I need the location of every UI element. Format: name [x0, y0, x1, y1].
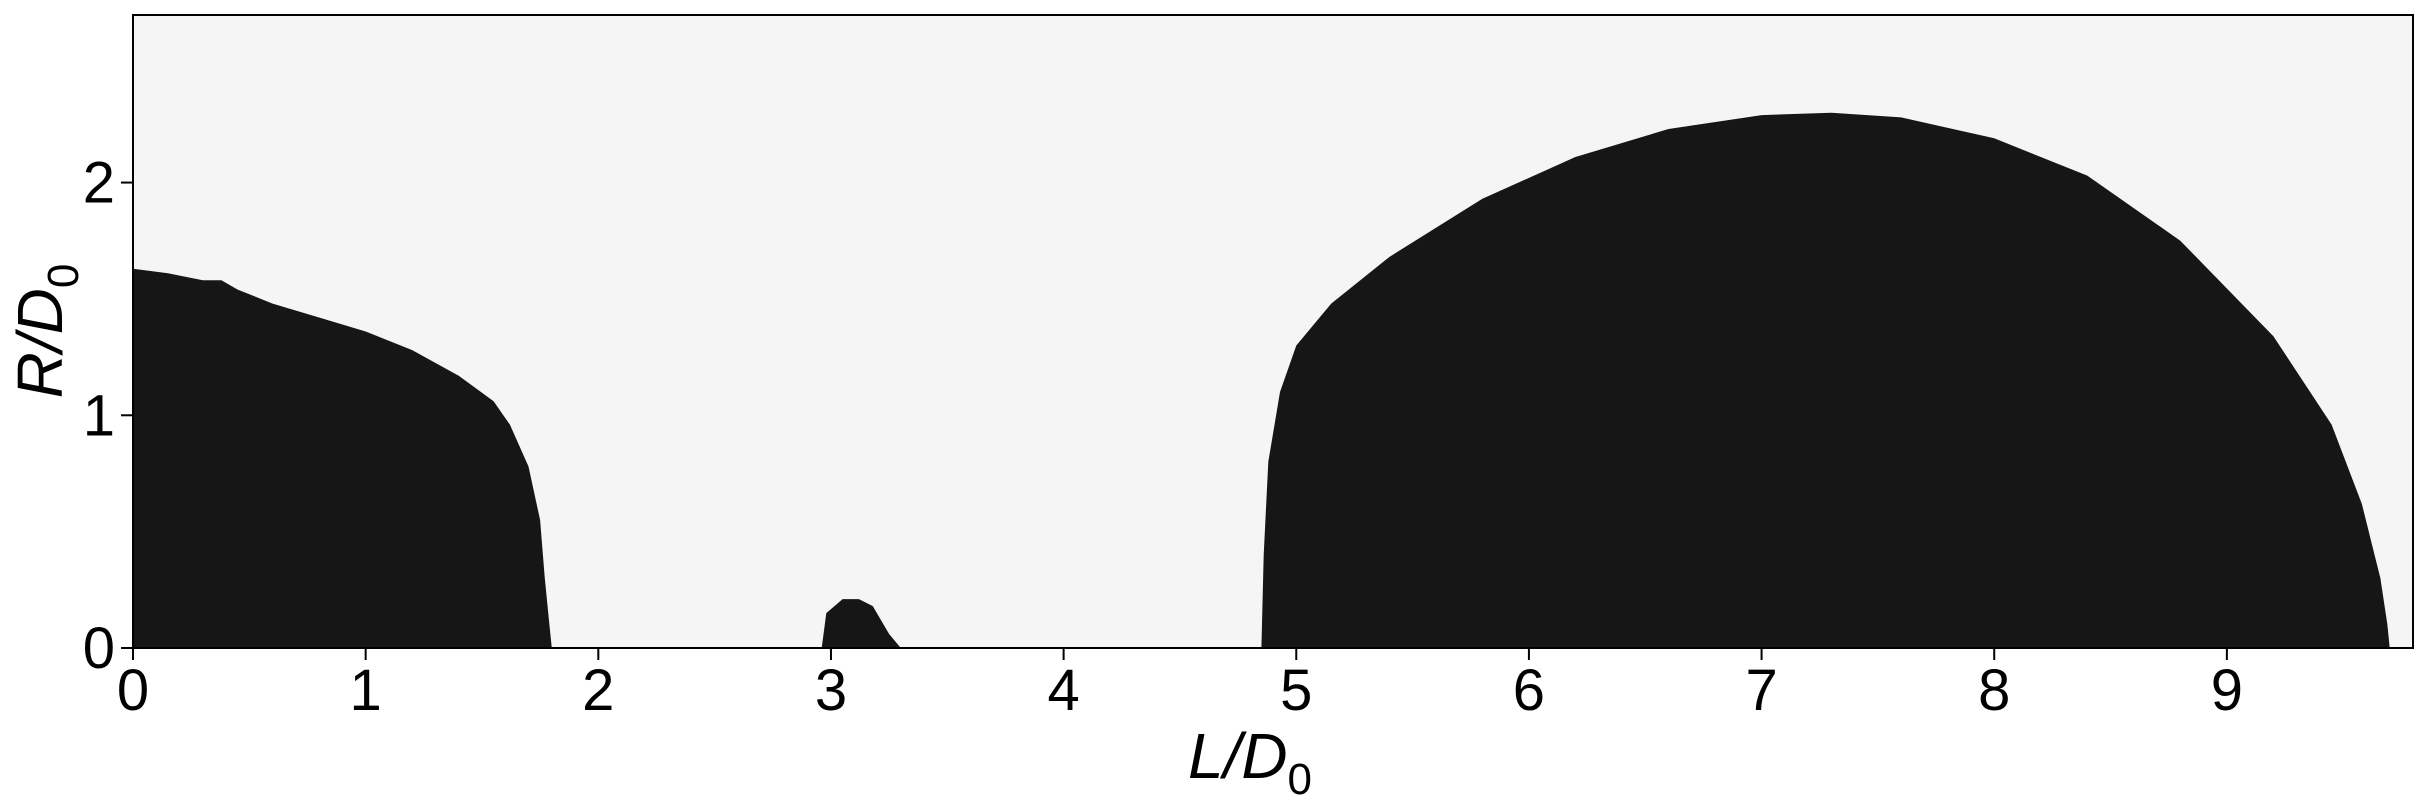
regions-layer	[133, 112, 2390, 648]
x-tick-label: 3	[815, 658, 847, 723]
y-tick-label: 1	[83, 383, 115, 448]
ticks-layer: 0 1 2 3 4 5 6 7 8 9 0 1 2	[83, 151, 2243, 723]
region-2	[821, 599, 901, 648]
y-tick-label: 0	[83, 616, 115, 681]
x-tick-label: 1	[350, 658, 382, 723]
x-tick-label: 4	[1047, 658, 1079, 723]
x-axis-label: L/D0	[1188, 720, 1312, 804]
region-3	[1261, 112, 2390, 648]
x-tick-label: 5	[1280, 658, 1312, 723]
x-tick-label: 9	[2211, 658, 2243, 723]
x-tick-label: 2	[582, 658, 614, 723]
x-tick-label: 7	[1745, 658, 1777, 723]
plot-frame	[132, 14, 2414, 649]
region-1	[133, 268, 552, 648]
y-tick-label: 2	[83, 151, 115, 216]
x-tick-label: 8	[1978, 658, 2010, 723]
x-tick-label: 6	[1513, 658, 1545, 723]
y-axis-label: R/D0	[4, 264, 88, 399]
x-tick-label: 0	[117, 658, 149, 723]
